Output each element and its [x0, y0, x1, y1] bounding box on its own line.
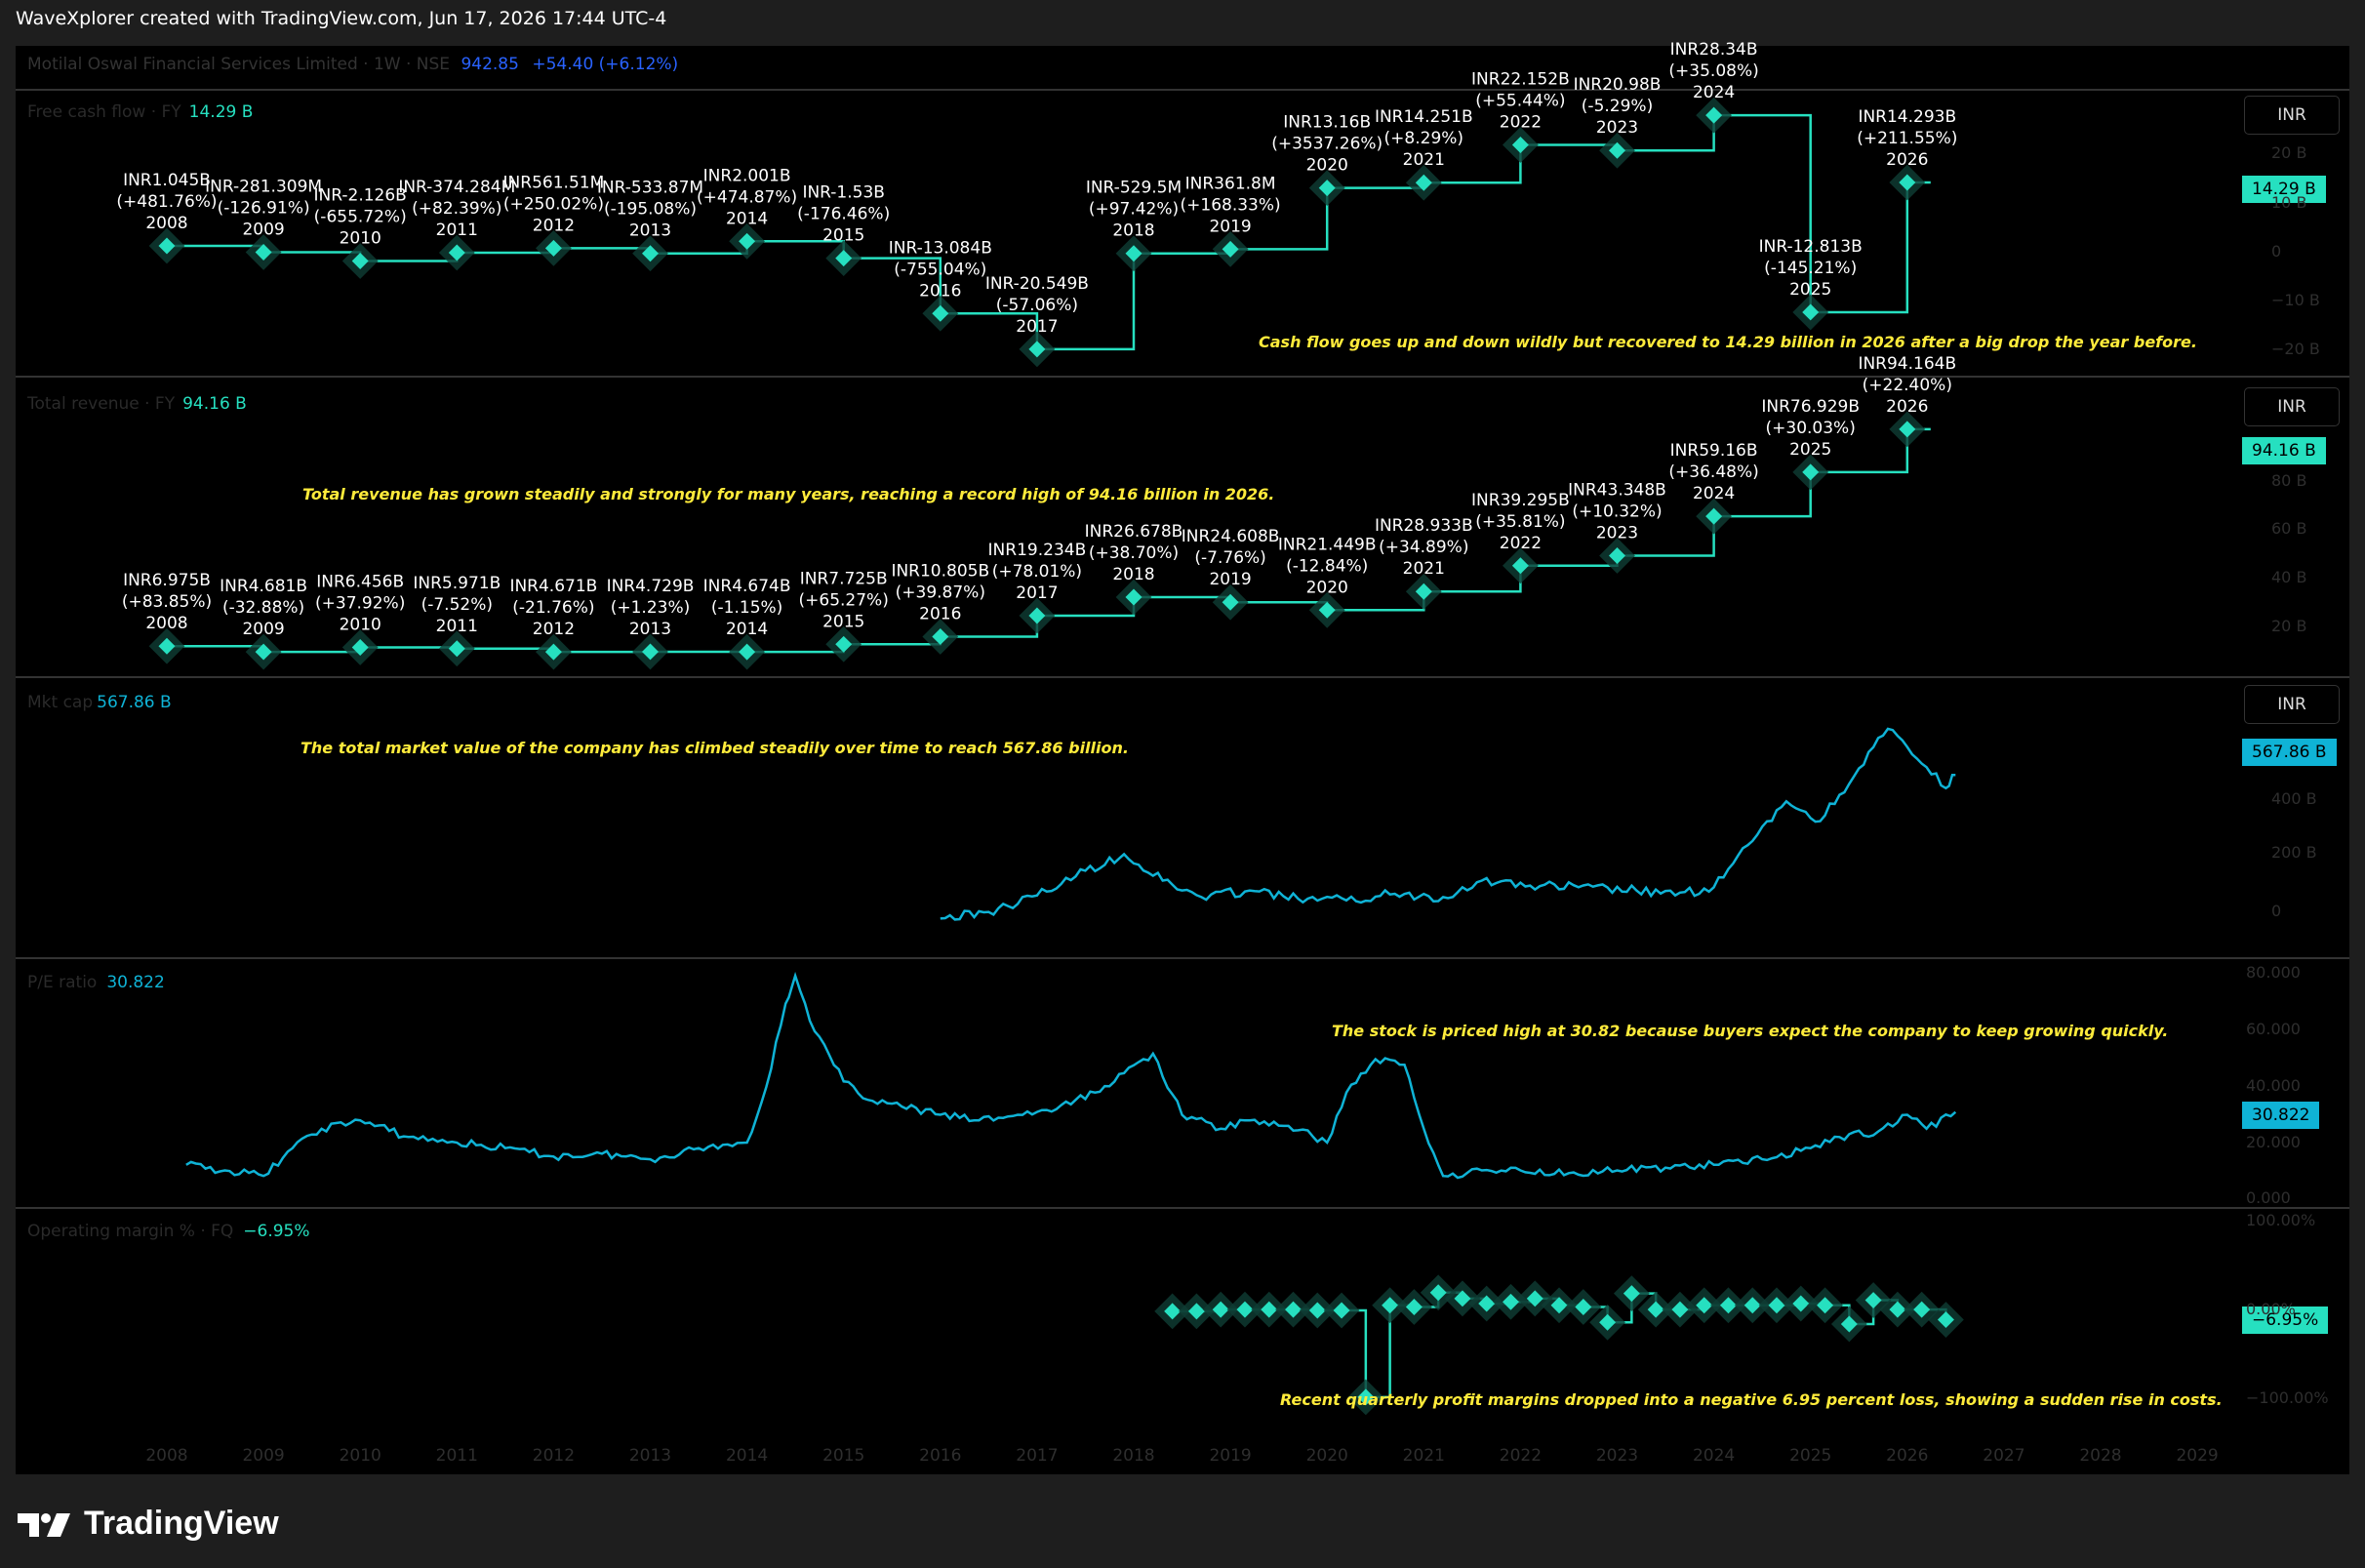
revenue-currency-button[interactable]: INR — [2244, 387, 2340, 426]
tradingview-logo-icon — [18, 1512, 70, 1537]
mktcap-price-tag: 567.86 B — [2242, 739, 2337, 766]
mktcap-currency-button[interactable]: INR — [2244, 685, 2340, 724]
fcf-pane-value: 14.29 B — [188, 102, 254, 122]
opmargin-price-tag: −6.95% — [2242, 1307, 2329, 1334]
opmargin-pane-label: Operating margin % · FQ −6.95% — [27, 1222, 310, 1241]
last-price: 942.85 — [461, 55, 519, 74]
mktcap-pane-label: Mkt cap 567.86 B — [27, 693, 172, 712]
revenue-pane-value: 94.16 B — [182, 394, 247, 414]
revenue-pane-label: Total revenue · FY 94.16 B — [27, 394, 247, 414]
mktcap-pane-value: 567.86 B — [97, 693, 172, 712]
symbol-header: Motilal Oswal Financial Services Limited… — [27, 55, 678, 74]
revenue-price-tag: 94.16 B — [2242, 437, 2326, 464]
fcf-pane-label: Free cash flow · FY 14.29 B — [27, 102, 254, 122]
pe-pane-label: P/E ratio 30.822 — [27, 973, 165, 992]
chart-area[interactable] — [16, 46, 2349, 1474]
pe-pane-value: 30.822 — [106, 973, 165, 992]
opmargin-pane-value: −6.95% — [243, 1222, 310, 1241]
tradingview-logo: TradingView — [18, 1505, 279, 1543]
pe-price-tag: 30.822 — [2242, 1102, 2320, 1129]
symbol-title: Motilal Oswal Financial Services Limited… — [27, 55, 451, 74]
brand-name: TradingView — [84, 1505, 279, 1542]
fcf-currency-button[interactable]: INR — [2244, 96, 2340, 135]
export-caption: WaveXplorer created with TradingView.com… — [16, 8, 667, 29]
fcf-price-tag: 14.29 B — [2242, 176, 2326, 203]
price-change: +54.40 (+6.12%) — [532, 55, 679, 74]
